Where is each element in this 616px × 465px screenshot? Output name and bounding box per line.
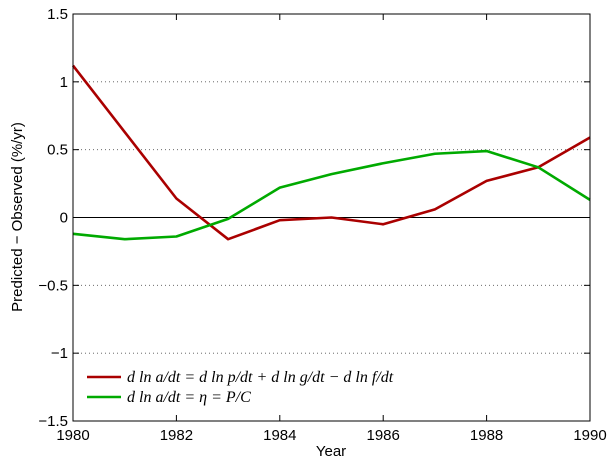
- y-tick-label: −1.5: [38, 413, 68, 430]
- y-tick-label: 1: [60, 74, 68, 91]
- y-tick-label: 0: [60, 210, 68, 227]
- legend-label: d ln a/dt = η = P/C: [127, 389, 251, 406]
- series-line: [72, 149, 591, 241]
- x-tick-label: 1990: [573, 427, 606, 444]
- x-tick-label: 1982: [160, 427, 193, 444]
- x-axis-label: Year: [316, 443, 346, 460]
- x-tick-label: 1986: [367, 427, 400, 444]
- y-tick-label: 1.5: [47, 6, 68, 23]
- x-tick-label: 1988: [470, 427, 503, 444]
- y-axis-label: Predicted − Observed (%/yr): [9, 122, 26, 312]
- legend-label: d ln a/dt = d ln p/dt + d ln g/dt − d ln…: [127, 369, 394, 386]
- series-line: [71, 64, 591, 241]
- y-tick-label: −0.5: [38, 277, 68, 294]
- x-tick-label: 1984: [263, 427, 296, 444]
- plot-frame: [72, 13, 591, 422]
- y-tick-label: −1: [51, 345, 68, 362]
- legend-box: [83, 365, 543, 409]
- x-tick-label: 1980: [56, 427, 89, 444]
- y-tick-label: 0.5: [47, 142, 68, 159]
